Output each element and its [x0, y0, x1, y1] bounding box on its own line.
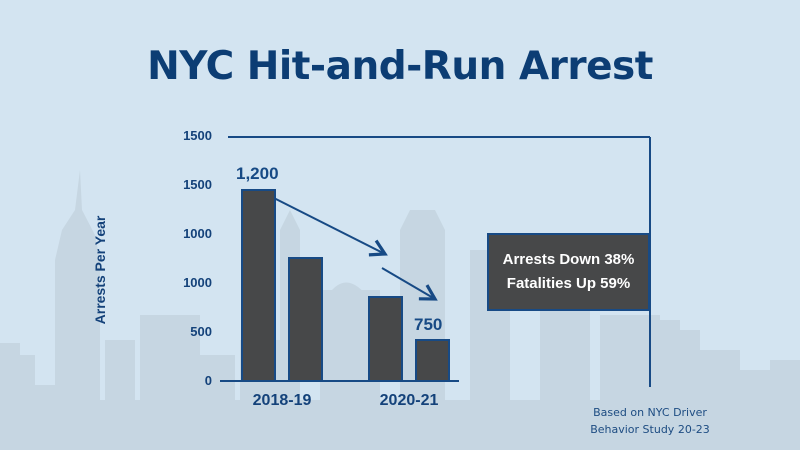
x-tick-label: 2020-21 [379, 392, 439, 409]
y-tick-label: 1000 [183, 226, 212, 241]
data-label-bar4: 750 [414, 315, 443, 334]
bar-2018-19-b [288, 257, 323, 382]
source-line: Based on NYC Driver [593, 406, 707, 419]
callout-line: Arrests Down 38% [502, 251, 635, 268]
bar-2020-21-a [368, 296, 403, 382]
bar-2018-19-a [241, 189, 276, 382]
x-tick-label: 2018-19 [252, 392, 312, 409]
source-note: Based on NYC Driver Behavior Study 20-23 [570, 404, 730, 438]
callout-line: Fatalities Up 59% [506, 275, 631, 292]
y-tick-label: 1000 [183, 275, 212, 290]
callout-box: Arrests Down 38% Fatalities Up 59% [487, 233, 650, 311]
y-tick-label: 500 [190, 324, 212, 339]
y-tick-label: 1500 [183, 128, 212, 143]
y-tick-label: 1500 [183, 177, 212, 192]
y-tick-label: 0 [204, 373, 212, 388]
bar-2020-21-b [415, 339, 450, 382]
source-line: Behavior Study 20-23 [590, 423, 710, 436]
chart-title: NYC Hit-and-Run Arrest [147, 44, 653, 89]
data-label-bar1: 1,200 [236, 164, 279, 183]
